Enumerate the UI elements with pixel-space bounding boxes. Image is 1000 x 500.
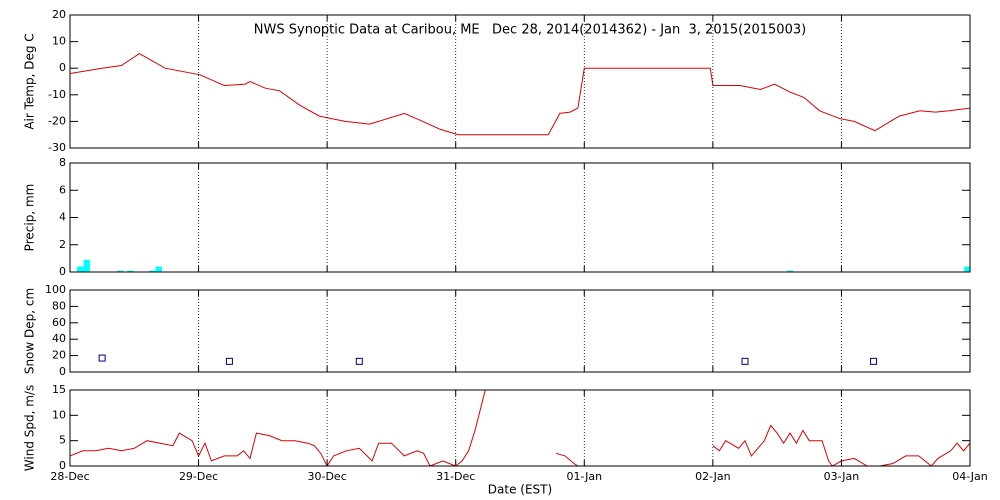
y-tick-label: 60 [52, 316, 66, 329]
bar [77, 266, 84, 272]
y-tick-label: -30 [48, 141, 66, 154]
y-tick-label: 2 [59, 238, 66, 251]
y-tick-label: 80 [52, 299, 66, 312]
y-axis-label: Precip, mm [23, 184, 37, 252]
y-tick-label: 15 [52, 383, 66, 396]
y-tick-label: 0 [59, 365, 66, 378]
x-tick-label: 31-Dec [436, 470, 475, 483]
line [70, 390, 970, 466]
point [355, 357, 363, 365]
y-tick-label: 100 [45, 283, 66, 296]
y-tick-label: 5 [59, 434, 66, 447]
x-axis-label: Date (EST) [488, 483, 552, 497]
x-tick-label: 04-Jan [952, 470, 988, 483]
panel [77, 259, 970, 272]
point [741, 357, 749, 365]
bar [149, 270, 156, 272]
bar [155, 266, 162, 272]
y-tick-label: 0 [59, 61, 66, 74]
panel [70, 390, 970, 466]
panel [98, 354, 878, 365]
point [98, 354, 106, 362]
y-tick-label: 0 [59, 459, 66, 472]
frame [69, 14, 971, 149]
chart-title: NWS Synoptic Data at Caribou, ME Dec 28,… [254, 23, 806, 38]
y-tick-label: -20 [48, 114, 66, 127]
x-tick-label: 03-Jan [824, 470, 860, 483]
y-tick-label: 0 [59, 265, 66, 278]
point [225, 357, 233, 365]
frame [69, 289, 971, 373]
bar [127, 270, 134, 272]
x-tick-label: 28-Dec [50, 470, 89, 483]
bar [964, 266, 970, 272]
y-tick-label: 40 [52, 332, 66, 345]
bar [786, 270, 794, 272]
y-tick-label: 8 [59, 156, 66, 169]
y-tick-label: 4 [59, 211, 66, 224]
y-tick-label: 6 [59, 183, 66, 196]
x-tick-label: 02-Jan [695, 470, 731, 483]
y-tick-label: -10 [48, 88, 66, 101]
y-axis-label: Wind Spd, m/s [23, 385, 37, 471]
y-tick-label: 20 [52, 349, 66, 362]
y-axis-label: Snow Dep, cm [23, 288, 37, 374]
line [70, 53, 970, 136]
x-tick-label: 01-Jan [567, 470, 603, 483]
y-axis-label: Air Temp, Deg C [23, 33, 37, 129]
y-tick-label: 10 [52, 408, 66, 421]
y-tick-label: 10 [52, 35, 66, 48]
panel [70, 53, 970, 136]
x-tick-label: 30-Dec [308, 470, 347, 483]
x-tick-label: 29-Dec [179, 470, 218, 483]
bar [83, 259, 90, 272]
frame [69, 162, 971, 273]
y-tick-label: 20 [52, 8, 66, 21]
bar [116, 270, 124, 272]
frame [69, 389, 971, 467]
point [870, 357, 878, 365]
